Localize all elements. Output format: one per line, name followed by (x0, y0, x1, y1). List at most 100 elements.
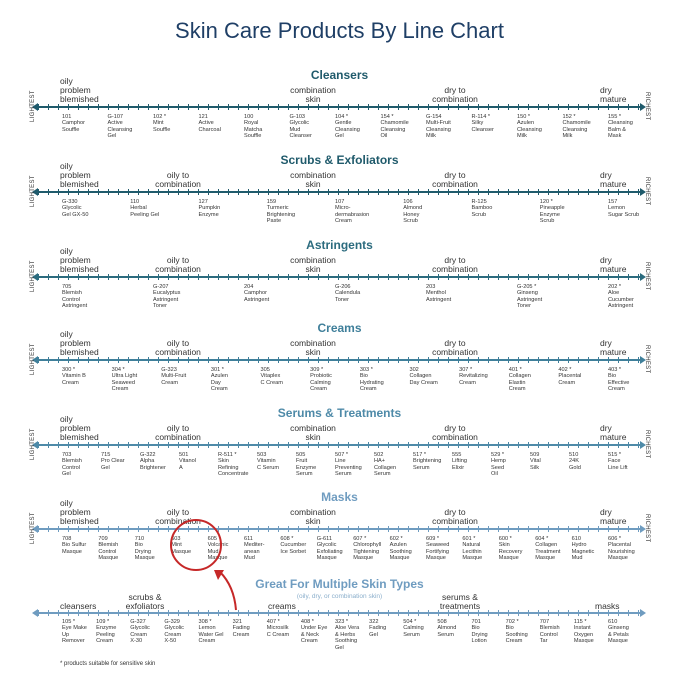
axis-tick (598, 610, 599, 616)
axis-tick (438, 357, 439, 363)
axis-tick (418, 442, 419, 448)
axis-tick (358, 104, 359, 110)
product-label: 503 Vitamin C Serum (257, 452, 280, 471)
axis-tick (508, 274, 509, 280)
axis-tick (168, 357, 169, 363)
axis-tick (518, 610, 519, 616)
product-label: 102 * Mint Souffle (153, 114, 171, 133)
axis-tick (278, 526, 279, 532)
axis-tick (138, 526, 139, 532)
axis-tick (78, 526, 79, 532)
axis-tick (108, 442, 109, 448)
side-label-richest: RICHEST (644, 430, 650, 459)
axis-tick (288, 104, 289, 110)
axis-tick (418, 526, 419, 532)
axis-tick (118, 442, 119, 448)
skin-type-header-dry: dry mature (600, 170, 627, 189)
axis-tick (348, 442, 349, 448)
axis-tick (108, 610, 109, 616)
arrow-left-icon (32, 609, 38, 617)
axis-tick (198, 189, 199, 195)
section-title-astringents: Astringents (306, 238, 373, 252)
skin-type-header-oily-to-combo: oily to combination (155, 170, 201, 189)
axis-tick (588, 189, 589, 195)
product-label: 715 Pro Clear Gel (101, 452, 125, 471)
axis-tick (448, 189, 449, 195)
axis-tick (528, 357, 529, 363)
axis-tick (58, 104, 59, 110)
axis-tick (98, 189, 99, 195)
product-label: G-206 Calendula Toner (335, 284, 361, 303)
product-label: 517 * Brightening Serum (413, 452, 442, 471)
axis-tick (188, 104, 189, 110)
axis-tick (548, 104, 549, 110)
axis-tick (188, 357, 189, 363)
axis-tick (628, 104, 629, 110)
axis-tick (548, 610, 549, 616)
axis-tick (408, 442, 409, 448)
axis-tick (498, 610, 499, 616)
axis-tick (558, 526, 559, 532)
axis-tick (548, 189, 549, 195)
axis-tick (328, 610, 329, 616)
axis-tick (558, 104, 559, 110)
cleansers-axis (32, 103, 646, 111)
product-label: G-322 Alpha Brightener (140, 452, 166, 471)
axis-tick (228, 357, 229, 363)
axis-tick (158, 104, 159, 110)
axis-tick (318, 274, 319, 280)
axis-tick (138, 104, 139, 110)
product-label: 555 Lifting Elixir (452, 452, 467, 471)
product-label: G-205 * Ginseng Astringent Toner (517, 284, 543, 310)
axis-tick (218, 189, 219, 195)
axis-tick (478, 274, 479, 280)
axis-tick (238, 104, 239, 110)
axis-tick (108, 104, 109, 110)
axis-tick (78, 104, 79, 110)
axis-tick (428, 274, 429, 280)
axis-tick (208, 189, 209, 195)
product-label: 509 Vital Silk (530, 452, 541, 471)
axis-tick (638, 104, 639, 110)
axis-tick (498, 526, 499, 532)
product-label: 610 Ginseng & Petals Masque (608, 619, 629, 645)
axis-tick (138, 442, 139, 448)
section-subtitle-multi: (oily, dry, or combination skin) (296, 593, 383, 600)
axis-tick (478, 104, 479, 110)
axis-tick (98, 357, 99, 363)
axis-tick (158, 357, 159, 363)
axis-tick (218, 104, 219, 110)
product-label: 609 * Seaweed Fortifying Masque (426, 536, 450, 562)
skin-type-header-oily-to-combo: oily to combination (155, 338, 201, 357)
axis-tick (518, 442, 519, 448)
axis-tick (188, 610, 189, 616)
axis-tick (168, 610, 169, 616)
product-label: 508 Almond Serum (437, 619, 457, 638)
axis-tick (268, 526, 269, 532)
product-label: 308 * Lemon Water Gel Cream (198, 619, 224, 645)
axis-tick (618, 526, 619, 532)
axis-tick (358, 189, 359, 195)
axis-tick (58, 357, 59, 363)
axis-tick (218, 610, 219, 616)
section-title-masks: Masks (321, 490, 358, 504)
axis-tick (458, 526, 459, 532)
category-header-masks: masks (595, 601, 620, 611)
axis-tick (128, 357, 129, 363)
axis-tick (128, 189, 129, 195)
axis-tick (618, 357, 619, 363)
axis-tick (38, 610, 39, 616)
axis-tick (638, 610, 639, 616)
astringents-axis (32, 273, 646, 281)
axis-tick (198, 442, 199, 448)
axis-tick (368, 526, 369, 532)
axis-tick (308, 610, 309, 616)
axis-tick (118, 357, 119, 363)
axis-tick (428, 189, 429, 195)
product-label: R-511 * Skin Refining Concentrate (218, 452, 249, 478)
axis-tick (478, 526, 479, 532)
product-label: 106 Almond Honey Scrub (403, 199, 423, 225)
product-label: 109 * Enzyme Peeling Cream (96, 619, 117, 645)
skin-type-header-oily: oily problem blemished (60, 246, 99, 274)
axis-tick (38, 274, 39, 280)
